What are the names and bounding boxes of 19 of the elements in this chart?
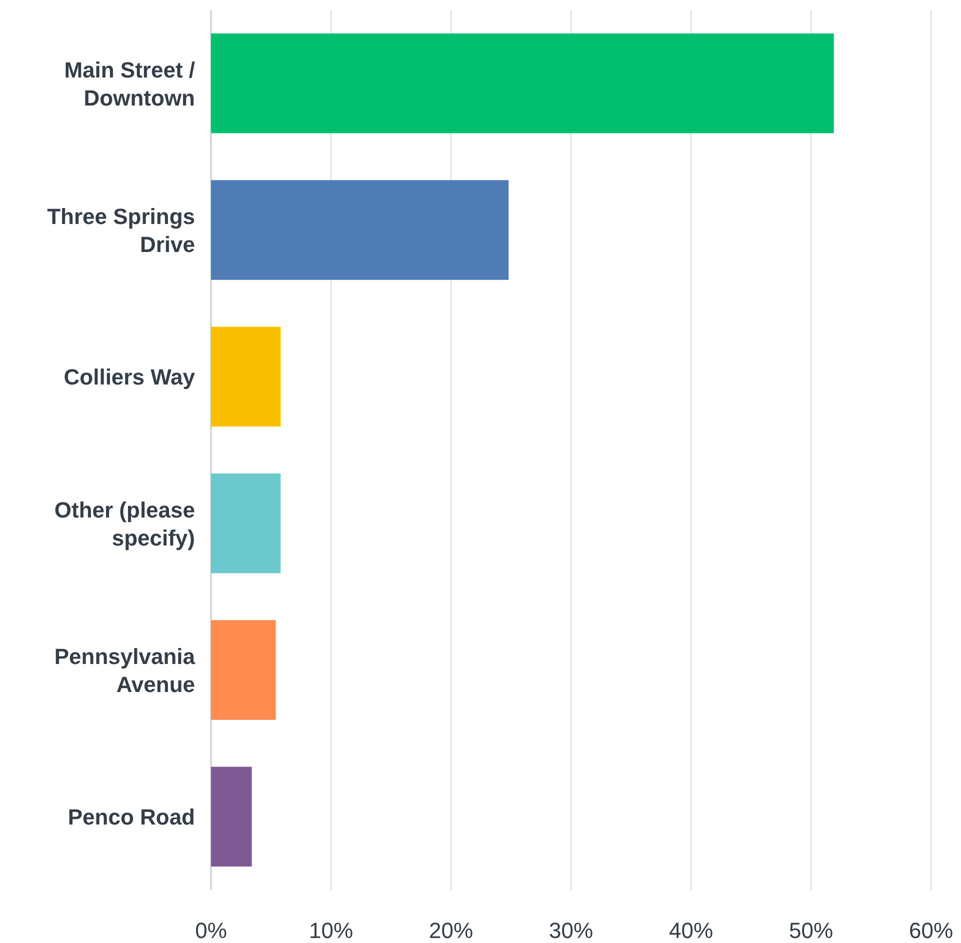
y-tick-label: Other (please specify)	[54, 497, 195, 550]
y-tick-label: Three Springs Drive	[47, 204, 195, 257]
bar	[211, 33, 834, 134]
bar	[211, 180, 509, 280]
y-tick-label: Penco Road	[68, 804, 195, 830]
x-tick-label: 20%	[428, 918, 474, 943]
x-tick-label: 30%	[548, 918, 594, 943]
x-tick-label: 0%	[195, 918, 227, 943]
x-tick-label: 50%	[788, 918, 834, 943]
x-tick-label: 40%	[668, 918, 714, 943]
y-tick-label: Pennsylvania Avenue	[54, 644, 196, 697]
y-tick-label: Main Street / Downtown	[64, 57, 195, 110]
x-tick-label: 60%	[908, 918, 954, 943]
bar	[211, 766, 252, 867]
x-tick-label: 10%	[308, 918, 354, 943]
bar	[211, 473, 281, 574]
y-tick-label: Colliers Way	[64, 364, 196, 390]
bar	[211, 620, 276, 720]
bar	[211, 326, 281, 427]
